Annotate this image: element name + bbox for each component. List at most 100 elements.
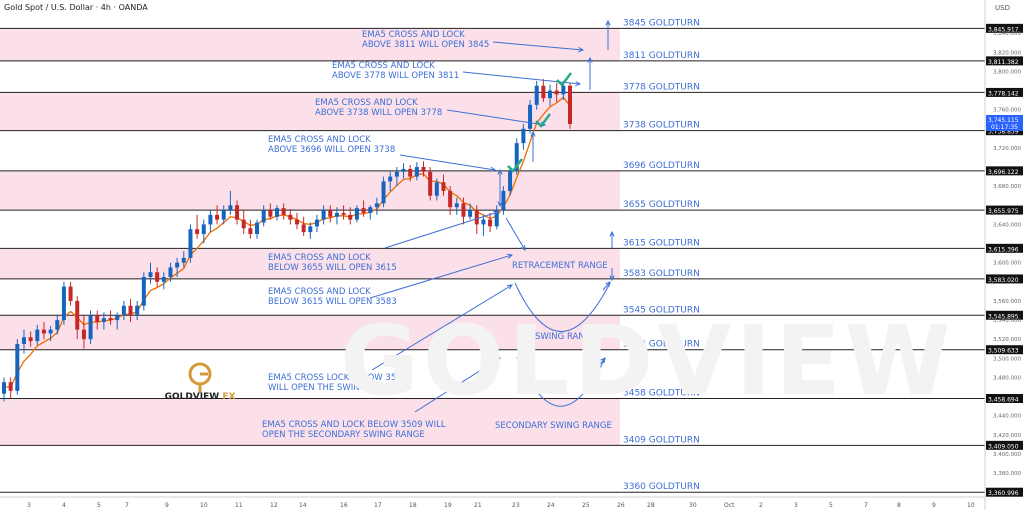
logo-name: GOLDVIEW — [164, 392, 220, 402]
price-tag-text: 3,778.142 — [988, 90, 1019, 97]
level-label: 3458 GOLDTURN — [623, 388, 700, 398]
y-tick-label: 3,380.000 — [993, 471, 1021, 477]
candle-body — [208, 214, 213, 225]
logo-suffix: FX — [222, 392, 236, 402]
range-label: SWING RANGE — [535, 332, 597, 342]
y-tick-label: 3,400.000 — [993, 452, 1021, 458]
candle-body — [468, 210, 473, 217]
candle-body — [361, 208, 366, 213]
candle-body — [55, 320, 60, 330]
x-tick-label: 14 — [299, 502, 307, 509]
price-tag-box — [986, 205, 1023, 215]
x-tick-label: 3 — [794, 502, 798, 509]
candle-body — [388, 176, 393, 182]
zone-band — [0, 170, 620, 211]
arrow-line — [399, 154, 496, 171]
candles-layer — [2, 79, 572, 402]
price-tag-text: 3,615.396 — [988, 246, 1019, 253]
level-label: 3738 GOLDTURN — [623, 121, 700, 131]
goldview-logo-icon — [188, 362, 212, 393]
x-tick-label: 18 — [409, 502, 417, 509]
candle-body — [494, 210, 499, 227]
annotation-text: EMA5 CROSS LOCK BELOW 3583 — [268, 373, 407, 383]
arrow-line — [371, 284, 513, 371]
price-tag-text: 3,696.122 — [988, 169, 1019, 176]
x-tick-label: 25 — [582, 502, 590, 509]
candle-body — [501, 190, 506, 211]
price-tag-box — [986, 393, 1023, 403]
x-tick-label: 8 — [897, 502, 901, 509]
candle-body — [474, 210, 479, 225]
y-tick-label: 3,600.000 — [993, 261, 1021, 267]
y-tick-label: 3,420.000 — [993, 433, 1021, 439]
x-tick-label: 10 — [200, 502, 208, 509]
price-tag-text: 3,409.050 — [988, 443, 1019, 450]
candle-body — [268, 210, 273, 217]
x-tick-label: 26 — [617, 502, 625, 509]
candle-body — [354, 208, 359, 220]
annotation-text: ABOVE 3811 WILL OPEN 3845 — [362, 40, 489, 50]
y-tick-label: 3,680.000 — [993, 184, 1021, 190]
price-tag-box — [986, 487, 1023, 497]
candle-body — [421, 167, 426, 172]
candle-body — [334, 212, 339, 217]
candle-body — [308, 226, 313, 233]
x-tick-label: 9 — [165, 502, 169, 509]
candle-body — [221, 210, 226, 220]
x-tick-label: 11 — [235, 502, 243, 509]
price-tag-text: 3,845.917 — [988, 26, 1019, 33]
y-tick-label: 3,500.000 — [993, 356, 1021, 362]
candle-body — [241, 219, 246, 229]
annotation-text: EMA5 CROSS AND LOCK — [268, 287, 371, 297]
level-label: 3811 GOLDTURN — [623, 51, 700, 61]
candle-body — [374, 203, 379, 208]
candle-body — [514, 143, 519, 171]
price-tag-box — [986, 56, 1023, 66]
y-axis: 3,845.917 3,811.382 3,778.142 3,738.859 3,69… — [984, 0, 1023, 510]
y-tick-label: 3,520.000 — [993, 337, 1021, 343]
candle-body — [294, 219, 299, 225]
candle-body — [101, 318, 106, 322]
level-label: 3545 GOLDTURN — [623, 305, 700, 315]
candle-body — [255, 222, 260, 234]
x-tick-label: 16 — [340, 502, 348, 509]
secondary-swing-arc — [516, 356, 606, 407]
arrow-head — [587, 56, 593, 63]
y-tick-label: 3,720.000 — [993, 146, 1021, 152]
price-tag-box — [986, 345, 1023, 355]
check-mark — [535, 113, 551, 128]
y-tick-label: 3,560.000 — [993, 299, 1021, 305]
candle-body — [381, 181, 386, 204]
annotation-text: EMA5 CROSS AND LOCK — [362, 30, 465, 40]
level-label: 3845 GOLDTURN — [623, 18, 700, 28]
zone-band — [0, 92, 620, 131]
arrow-head — [490, 166, 497, 172]
zones-layer — [0, 28, 620, 446]
x-tick-label: 19 — [444, 502, 452, 509]
currency-label: USD — [995, 4, 1010, 12]
arrow-head — [578, 47, 585, 53]
price-tag-text: 3,655.975 — [988, 208, 1019, 215]
arrow-line — [384, 211, 499, 249]
y-tick-label: 3,440.000 — [993, 414, 1021, 420]
candle-body — [68, 286, 73, 301]
candle-body — [181, 257, 186, 263]
candle-body — [35, 329, 40, 342]
candle-body — [188, 229, 193, 258]
arrow-head — [497, 168, 503, 175]
candle-body — [288, 214, 293, 220]
arrow-head — [494, 357, 501, 363]
arrow-line — [369, 254, 513, 299]
candle-body — [248, 228, 253, 234]
candle-body — [281, 208, 286, 215]
x-tick-label: 10 — [967, 502, 975, 509]
x-tick-label: 4 — [62, 502, 66, 509]
candle-body — [541, 85, 546, 99]
y-tick-label: 3,640.000 — [993, 222, 1021, 228]
arrow-head — [492, 210, 500, 216]
annotation-text: EMA5 CROSS AND LOCK — [268, 135, 371, 145]
candle-body — [328, 210, 333, 217]
price-tag-box — [986, 23, 1023, 33]
annotation-text: OPEN THE SECONDARY SWING RANGE — [262, 430, 425, 440]
